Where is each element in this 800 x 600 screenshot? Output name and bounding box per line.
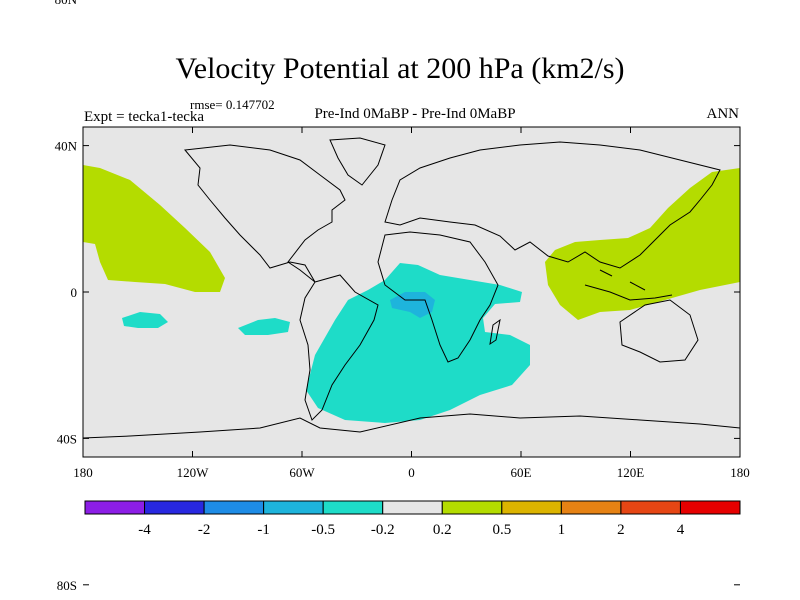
comparison-label: Pre-Ind 0MaBP - Pre-Ind 0MaBP — [314, 106, 516, 122]
colorbar-swatch — [620, 500, 681, 515]
season-label: ANN — [706, 106, 740, 122]
negative-region-central-pacific — [122, 312, 168, 328]
coastline-north-america — [184, 144, 346, 283]
negative-region-south-atlantic — [306, 263, 530, 423]
lat-tick-label: 40N — [55, 139, 78, 154]
coastline-madagascar — [489, 318, 501, 346]
positive-region-west-pacific — [545, 168, 740, 320]
colorbar-swatch — [501, 500, 562, 515]
coastlines — [83, 137, 740, 439]
colorbar-label: 4 — [677, 522, 685, 538]
coastline-greenland — [329, 137, 386, 186]
lon-tick-label: 180 — [73, 465, 93, 480]
lon-tick-label: 120W — [177, 465, 210, 480]
colorbar-label: 0.5 — [492, 522, 511, 538]
colorbar: -4 -2 -1 -0.5 -0.2 0.2 0.5 1 2 4 — [84, 500, 741, 538]
coastline-eurasia — [384, 141, 721, 269]
positive-region-north-pacific — [83, 165, 225, 292]
colorbar-label: 1 — [558, 522, 566, 538]
coastline-south-america — [299, 274, 379, 421]
lon-tick-label: 60E — [511, 465, 532, 480]
colorbar-swatch — [382, 500, 443, 515]
lon-tick-label: 120E — [617, 465, 645, 480]
colorbar-label: -0.5 — [311, 522, 335, 538]
colorbar-label: -0.2 — [371, 522, 395, 538]
colorbar-swatch — [84, 500, 146, 515]
contour-fills — [83, 165, 740, 423]
colorbar-label: -4 — [138, 522, 151, 538]
strong-negative-region-equatorial-atlantic — [390, 292, 435, 318]
lat-tick-label: 80N — [55, 0, 78, 7]
coastline-maritime-continent — [584, 269, 673, 301]
lat-tick-label: 0 — [71, 285, 78, 300]
coastline-antarctica — [83, 413, 740, 439]
colorbar-swatch — [144, 500, 205, 515]
rmse-label: rmse= 0.147702 — [190, 97, 275, 112]
colorbar-swatch — [322, 500, 384, 515]
axis-ticks: 180 120W 60W 0 60E 120E 180 80N 40N 0 40S 80S — [55, 0, 750, 593]
lon-tick-label: 60W — [289, 465, 315, 480]
colorbar-label: 2 — [617, 522, 625, 538]
colorbar-swatch — [203, 500, 265, 515]
colorbar-label: -2 — [198, 522, 211, 538]
coastline-africa — [377, 231, 499, 363]
colorbar-swatch — [441, 500, 503, 515]
experiment-label: Expt = tecka1-tecka — [84, 109, 205, 125]
colorbar-swatch — [263, 500, 324, 515]
coastline-australia — [619, 299, 699, 363]
colorbar-label: -1 — [257, 522, 270, 538]
lon-tick-label: 0 — [408, 465, 415, 480]
lat-tick-label: 40S — [57, 431, 77, 446]
map-title: Velocity Potential at 200 hPa (km2/s) — [175, 52, 625, 85]
lat-tick-label: 80S — [57, 578, 77, 593]
negative-region-south-pacific — [238, 318, 290, 335]
colorbar-swatch — [679, 500, 741, 515]
colorbar-swatch — [560, 500, 622, 515]
colorbar-label: 0.2 — [433, 522, 452, 538]
lon-tick-label: 180 — [730, 465, 750, 480]
